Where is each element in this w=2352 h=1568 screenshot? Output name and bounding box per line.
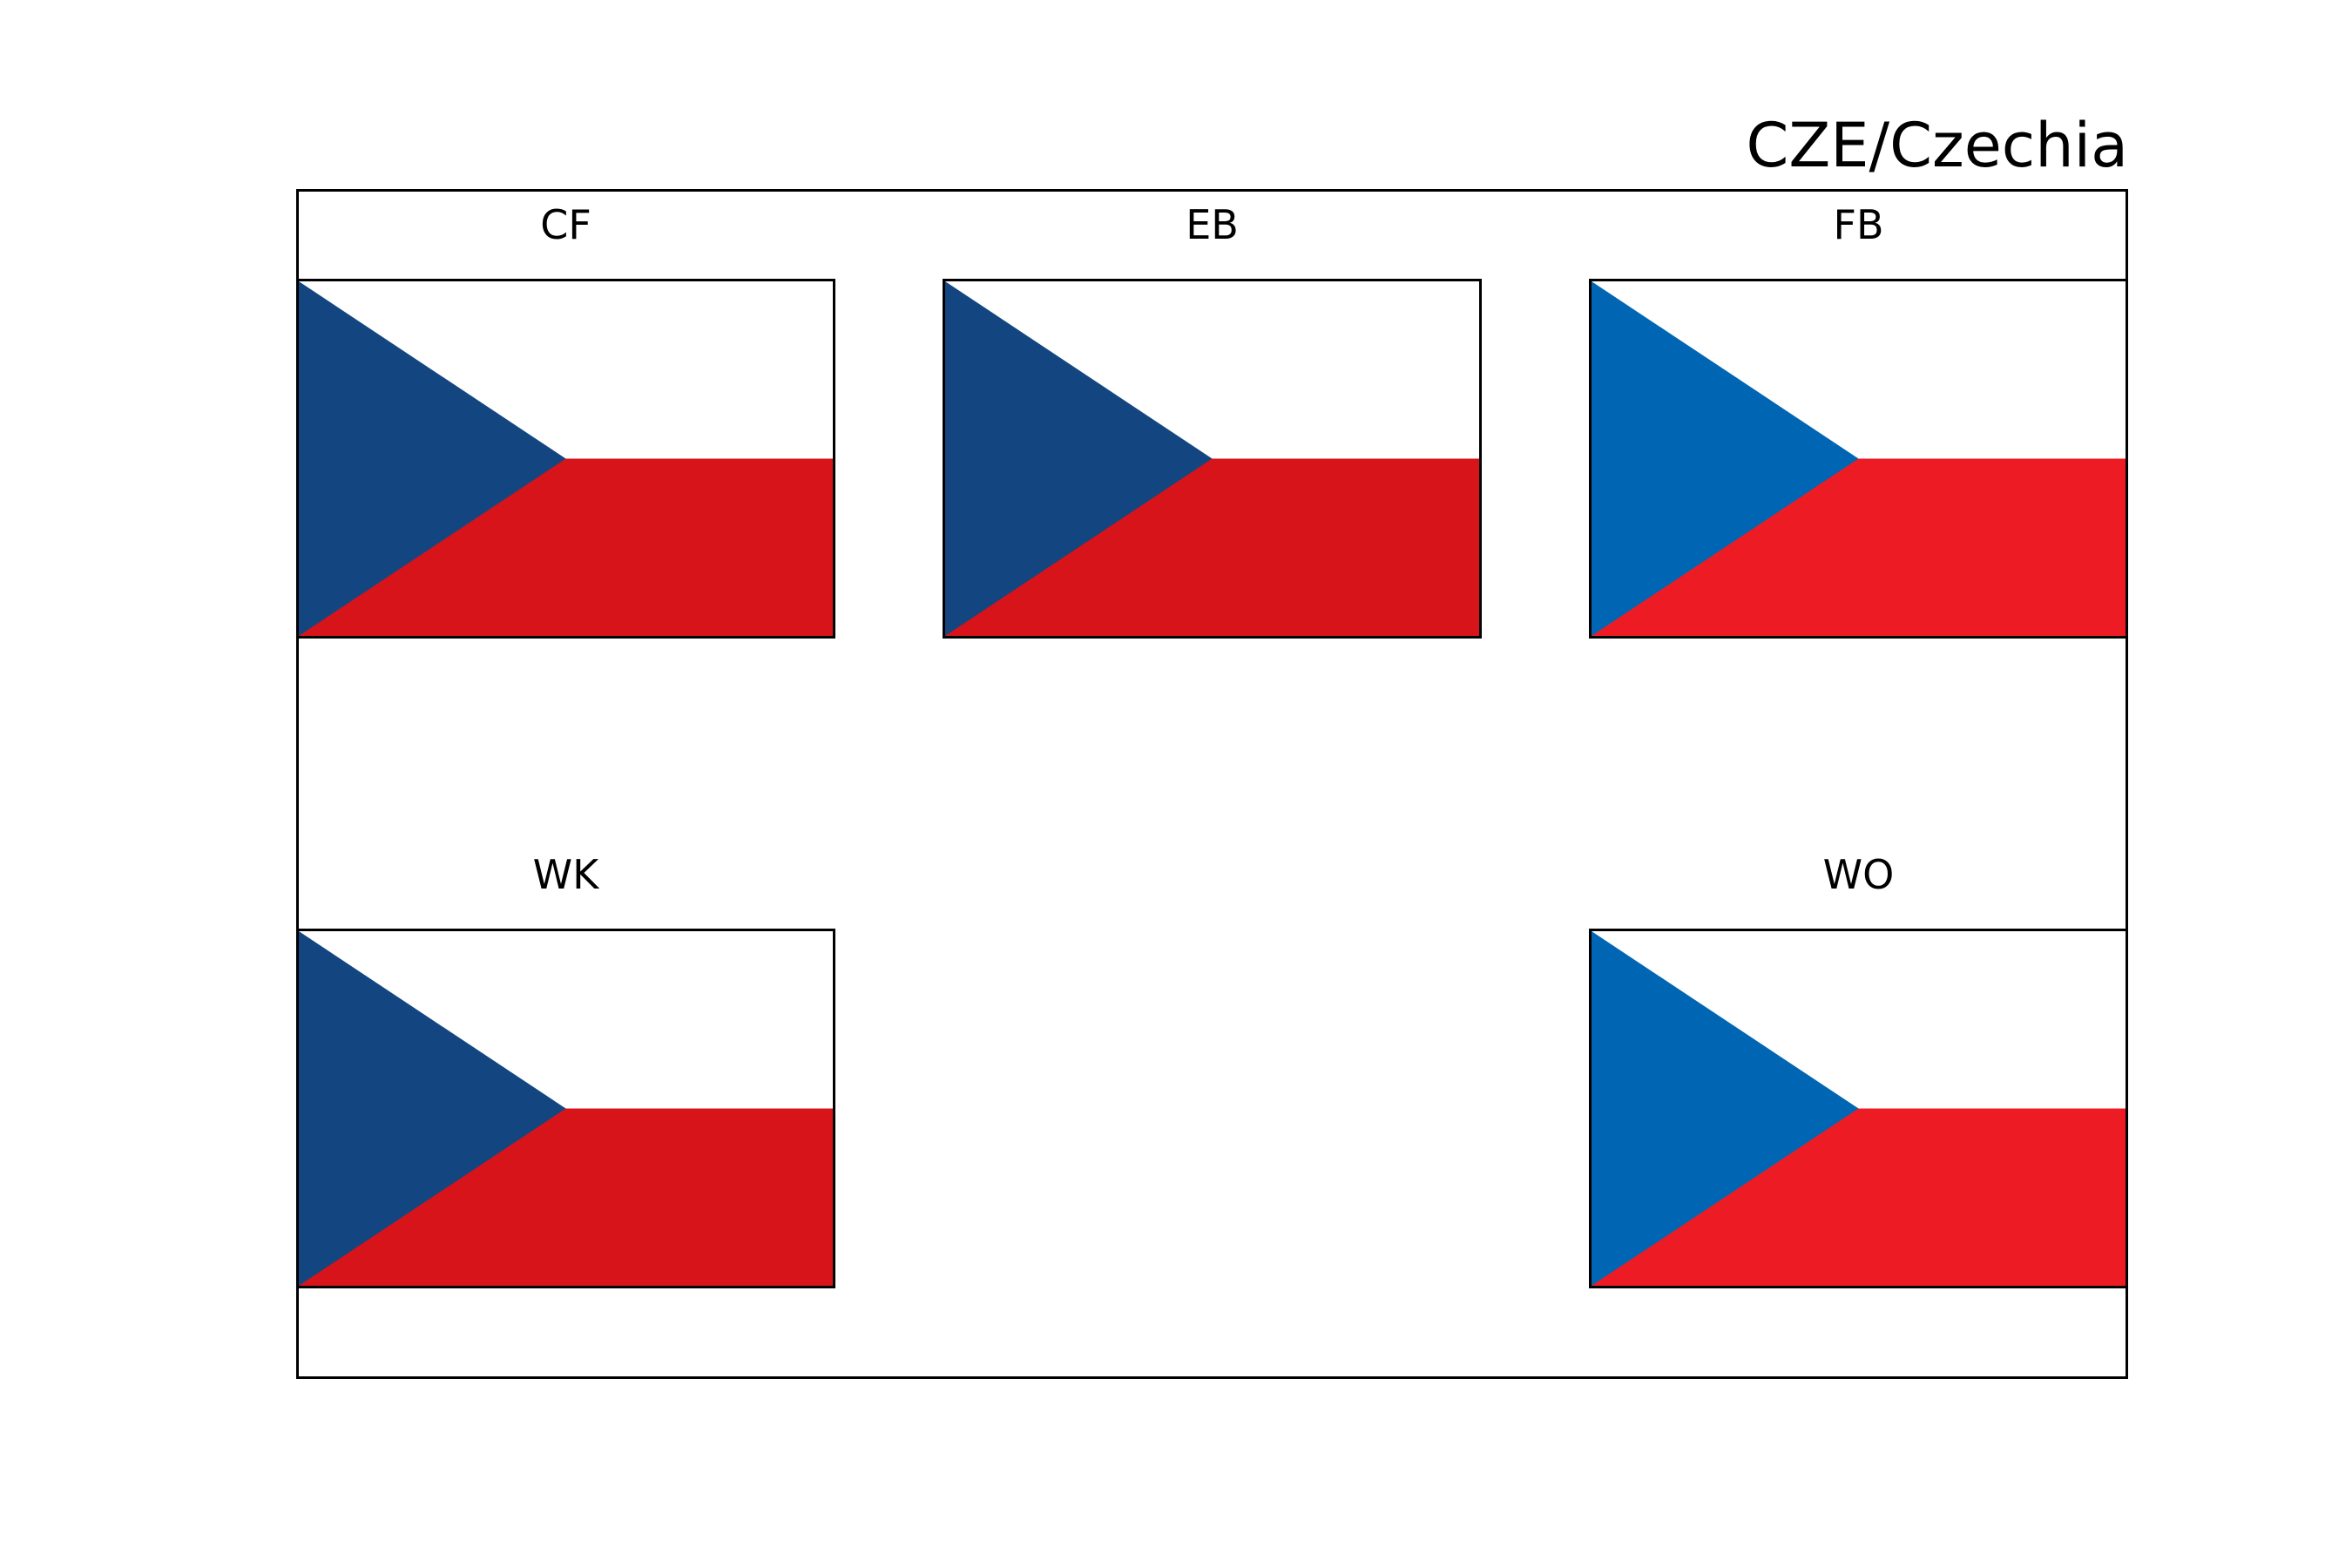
czech-flag-icon [299, 931, 833, 1286]
flag-blue-triangle [945, 281, 1213, 636]
page-title: CZE/Czechia [1746, 110, 2128, 181]
flag-label-cf: CF [540, 201, 591, 248]
flag-blue-triangle [1592, 931, 1859, 1286]
flag-blue-triangle [299, 281, 566, 636]
flag-fb [1589, 279, 2128, 639]
czech-flag-icon [1592, 281, 2126, 636]
flag-wk [296, 929, 835, 1288]
outer-frame [296, 189, 2128, 1379]
flag-label-eb: EB [1186, 201, 1239, 248]
flag-blue-triangle [1592, 281, 1859, 636]
flag-eb [943, 279, 1482, 639]
czech-flag-icon [1592, 931, 2126, 1286]
flag-wo [1589, 929, 2128, 1288]
flag-blue-triangle [299, 931, 566, 1286]
czech-flag-icon [299, 281, 833, 636]
czech-flag-icon [945, 281, 1479, 636]
flag-label-fb: FB [1833, 201, 1884, 248]
flag-label-wo: WO [1822, 851, 1895, 898]
flag-label-wk: WK [532, 851, 599, 898]
flag-cf [296, 279, 835, 639]
